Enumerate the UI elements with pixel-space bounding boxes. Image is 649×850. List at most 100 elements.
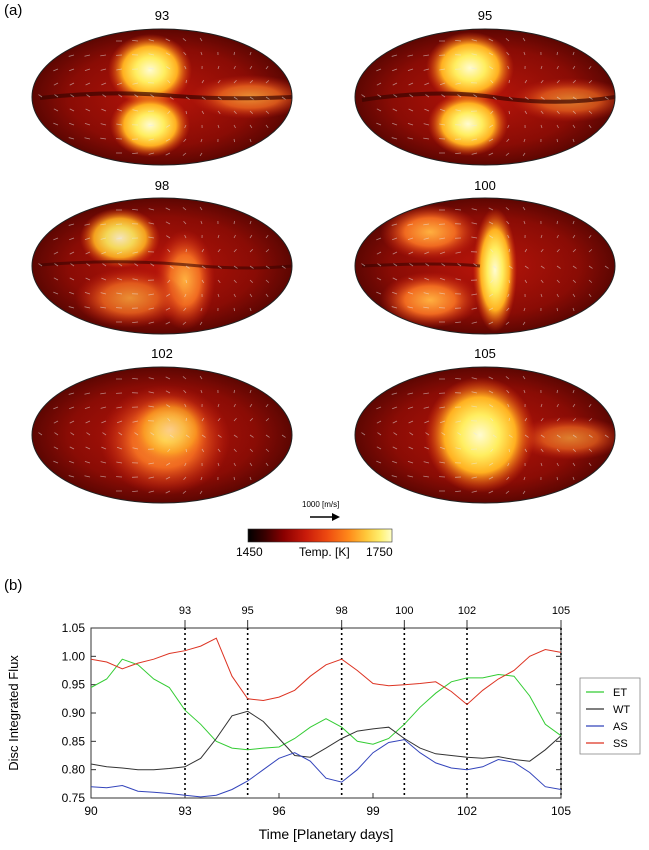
- top-tick-label: 93: [179, 605, 191, 617]
- wind-arrow: [556, 51, 558, 56]
- wind-arrow: [200, 307, 203, 312]
- wind-arrow: [249, 80, 254, 84]
- wind-arrow: [556, 124, 559, 129]
- colorbar: [247, 528, 393, 543]
- wind-arrow: [84, 475, 91, 478]
- wind-arrow: [488, 307, 494, 311]
- wind-arrow: [84, 122, 91, 126]
- wind-arrow: [116, 237, 123, 240]
- wind-arrow: [455, 82, 462, 85]
- wind-arrow: [556, 110, 560, 114]
- y-tick-label: 1.05: [62, 621, 86, 635]
- wind-arrow: [471, 53, 478, 56]
- top-tick-label: 100: [395, 605, 413, 617]
- wind-arrow: [217, 96, 222, 100]
- wind-arrow: [377, 432, 382, 436]
- wind-arrow: [392, 291, 398, 295]
- wind-arrow: [588, 234, 592, 239]
- wind-arrow: [572, 234, 576, 239]
- wind-arrow: [38, 263, 43, 267]
- wind-arrow: [490, 248, 494, 253]
- wind-arrow: [84, 291, 91, 295]
- wind-arrow: [69, 237, 75, 241]
- wind-arrow: [183, 476, 187, 481]
- wind-arrow: [505, 207, 510, 211]
- wind-arrow: [69, 446, 75, 450]
- wind-arrow: [471, 377, 478, 380]
- map-title-102: 102: [151, 346, 173, 361]
- wind-arrow: [265, 434, 270, 438]
- wind-arrow: [167, 79, 171, 84]
- wind-arrow: [471, 236, 478, 239]
- wind-arrow: [233, 279, 237, 283]
- wind-arrow: [489, 66, 494, 70]
- wind-arrow: [572, 448, 577, 452]
- wind-arrow: [53, 82, 59, 86]
- wind-arrow: [423, 54, 430, 57]
- wind-arrow: [265, 418, 270, 422]
- wind-arrow: [572, 265, 577, 269]
- wind-arrow: [233, 124, 236, 129]
- wind-arrow: [199, 375, 203, 380]
- wind-arrow: [68, 306, 75, 309]
- wind-arrow: [217, 265, 222, 269]
- wind-arrow: [471, 321, 478, 324]
- wind-arrow: [408, 108, 414, 112]
- wind-arrow: [200, 51, 203, 56]
- wind-arrow: [540, 79, 544, 84]
- wind-arrow: [508, 448, 510, 453]
- wind-arrow: [572, 462, 576, 467]
- wind-arrow: [132, 490, 139, 493]
- wind-arrow: [392, 237, 398, 241]
- wind-arrow: [505, 376, 510, 380]
- y-tick-label: 0.95: [62, 678, 86, 692]
- wind-arrow: [423, 237, 430, 240]
- wind-arrow: [524, 265, 529, 269]
- map-title-105: 105: [474, 346, 496, 361]
- wind-arrow: [540, 462, 543, 467]
- wind-arrow: [132, 420, 139, 423]
- wind-arrow: [249, 265, 254, 269]
- wind-arrow: [249, 65, 253, 70]
- wind-arrow: [376, 82, 382, 86]
- wind-arrow: [376, 251, 382, 255]
- wind-arrow: [540, 434, 545, 438]
- wind-arrow: [249, 249, 254, 253]
- x-tick-label: 90: [84, 804, 98, 818]
- wind-arrow: [132, 377, 139, 380]
- panel-a-label: (a): [4, 2, 23, 19]
- wind-arrow: [265, 403, 269, 408]
- wind-arrow: [101, 446, 107, 450]
- wind-arrow: [265, 65, 269, 70]
- wind-arrow: [217, 448, 221, 453]
- wind-arrow: [471, 405, 478, 408]
- wind-arrow: [572, 279, 577, 283]
- y-tick-label: 0.75: [62, 791, 86, 805]
- wind-arrow: [392, 277, 398, 281]
- wind-arrow: [249, 307, 252, 312]
- wind-arrow: [249, 448, 254, 452]
- wind-arrow: [84, 54, 91, 57]
- x-tick-label: 102: [457, 804, 477, 818]
- wind-arrow: [540, 265, 545, 269]
- wind-arrow: [199, 490, 203, 495]
- x-tick-label: 105: [551, 804, 571, 818]
- wind-arrow: [522, 490, 526, 495]
- wind-arrow: [490, 448, 494, 453]
- wind-arrow: [471, 138, 478, 141]
- wind-arrow: [488, 490, 494, 494]
- wind-arrow: [556, 307, 558, 312]
- wind-arrow: [84, 237, 91, 241]
- wind-arrow: [148, 53, 155, 56]
- wind-arrow: [488, 38, 494, 42]
- wind-arrow: [556, 249, 560, 253]
- wind-arrow: [540, 279, 544, 284]
- wind-arrow: [556, 389, 558, 394]
- wind-arrow: [489, 462, 494, 466]
- wind-arrow: [166, 235, 171, 239]
- wind-arrow: [572, 293, 576, 298]
- wind-arrow: [148, 293, 155, 296]
- wind-arrow: [249, 403, 253, 408]
- wind-arrow: [588, 249, 593, 253]
- wind-arrow: [167, 248, 171, 253]
